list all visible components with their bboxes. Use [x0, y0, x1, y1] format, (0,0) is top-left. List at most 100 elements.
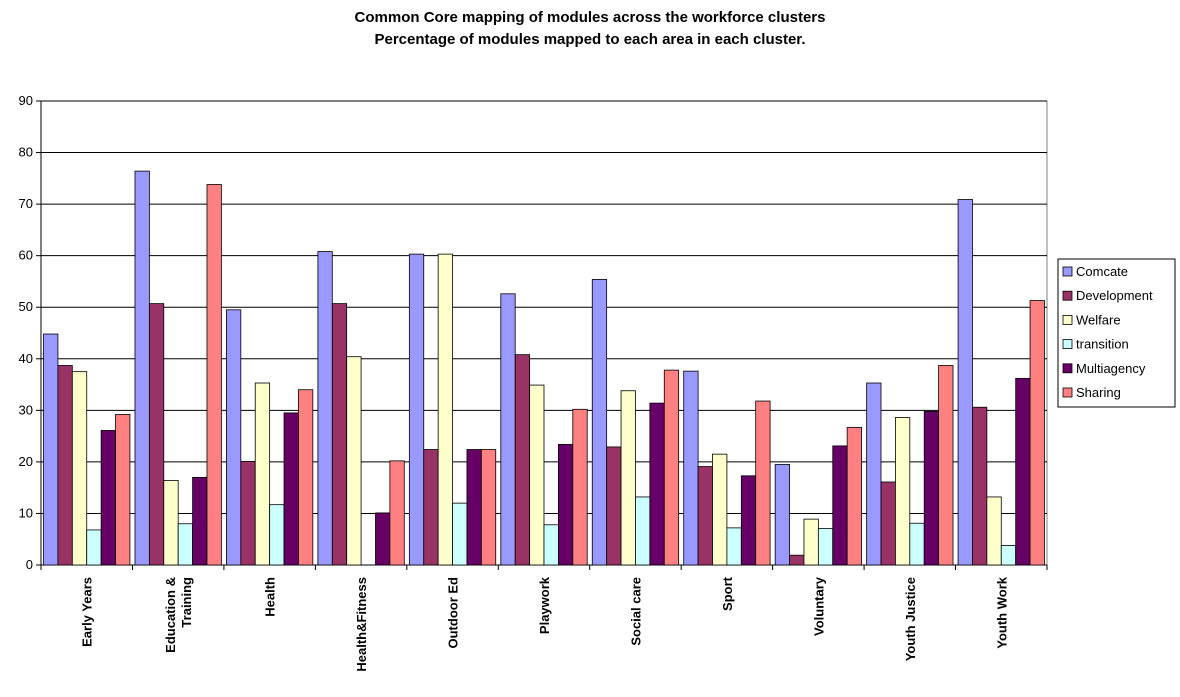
- bar-multiagency-5: [558, 443, 574, 566]
- bar-sharing-1: [206, 184, 222, 566]
- bar-sharing-3: [389, 460, 405, 566]
- bar-transition-5: [543, 524, 559, 566]
- bar-transition-6: [635, 496, 651, 566]
- legend-label: Sharing: [1076, 385, 1121, 400]
- bar-transition-2: [269, 504, 285, 566]
- x-tick-label: Early Years: [80, 577, 95, 647]
- bar-welfare-1: [163, 480, 179, 566]
- bar-multiagency-6: [649, 402, 665, 566]
- bar-comcate-3: [317, 251, 333, 566]
- x-tick-label-line: Sport: [720, 576, 735, 611]
- x-tick-label: Sport: [720, 576, 735, 611]
- bar-multiagency-9: [923, 410, 940, 566]
- bar-transition-1: [177, 523, 193, 566]
- x-tick-label: Playwork: [537, 576, 552, 634]
- bar-development-7: [697, 466, 713, 566]
- x-tick-label: Health&Fitness: [354, 577, 369, 672]
- chart-subtitle: Percentage of modules mapped to each are…: [374, 31, 806, 48]
- y-tick-label: 10: [19, 505, 33, 520]
- x-tick-label: Youth Work: [994, 576, 1009, 649]
- bar-comcate-4: [408, 253, 425, 566]
- x-tick-label: Social care: [628, 577, 643, 646]
- x-tick-label-line: Youth Justice: [903, 577, 918, 661]
- x-tick-label: Education &Training: [163, 577, 194, 653]
- y-tick-label: 80: [19, 145, 33, 160]
- bar-transition-7: [726, 527, 742, 566]
- legend-swatch-transition: [1062, 339, 1073, 350]
- x-tick-label-line: Health: [263, 577, 278, 617]
- legend-swatch-comcate: [1062, 266, 1073, 277]
- bar-development-0: [57, 365, 73, 566]
- x-tick-label: Voluntary: [811, 576, 826, 636]
- bar-sharing-9: [938, 365, 954, 566]
- y-tick-label: 0: [26, 557, 33, 572]
- bar-transition-9: [909, 522, 925, 566]
- legend-label: Multiagency: [1076, 361, 1146, 376]
- bar-sharing-5: [572, 408, 588, 566]
- x-tick-label: Outdoor Ed: [446, 577, 461, 649]
- bar-sharing-6: [663, 369, 680, 566]
- bar-multiagency-4: [466, 449, 482, 566]
- bar-welfare-5: [529, 384, 545, 566]
- x-tick-label-line: Outdoor Ed: [446, 577, 461, 649]
- x-tick-label-line: Playwork: [537, 576, 552, 634]
- bar-comcate-6: [591, 278, 608, 566]
- bar-transition-4: [452, 502, 468, 566]
- x-tick-label-line: Voluntary: [811, 576, 826, 636]
- bar-welfare-0: [71, 371, 88, 566]
- bar-comcate-2: [226, 309, 242, 566]
- bar-comcate-7: [683, 370, 699, 566]
- bar-sharing-4: [480, 449, 497, 566]
- bar-multiagency-7: [740, 475, 757, 566]
- bar-sharing-2: [298, 389, 314, 566]
- legend-label: Welfare: [1076, 312, 1121, 327]
- bar-comcate-9: [866, 382, 882, 566]
- legend-swatch-multiagency: [1062, 363, 1073, 374]
- legend-swatch-sharing: [1062, 387, 1073, 398]
- bar-development-4: [423, 449, 439, 566]
- bar-transition-8: [817, 527, 834, 566]
- bar-comcate-5: [500, 293, 516, 566]
- legend-label: Development: [1076, 288, 1153, 303]
- bar-development-1: [148, 303, 165, 566]
- chart-title: Common Core mapping of modules across th…: [354, 9, 826, 26]
- bar-multiagency-1: [192, 476, 208, 566]
- legend-swatch-development: [1062, 290, 1073, 301]
- legend-label: transition: [1076, 337, 1129, 352]
- bar-welfare-7: [712, 453, 728, 566]
- bar-development-3: [331, 303, 348, 566]
- legend-swatch-welfare: [1062, 314, 1073, 325]
- bar-development-5: [514, 354, 531, 566]
- legend: [1057, 258, 1176, 408]
- x-tick-label-line: Social care: [628, 577, 643, 646]
- bar-sharing-10: [1029, 300, 1045, 566]
- x-tick-label-line: Youth Work: [994, 576, 1009, 649]
- bar-development-8: [789, 554, 805, 566]
- y-tick-label: 30: [19, 402, 33, 417]
- bar-welfare-10: [986, 496, 1002, 566]
- bar-sharing-7: [755, 400, 771, 566]
- y-tick-label: 20: [19, 454, 33, 469]
- bar-welfare-4: [437, 253, 453, 566]
- bar-welfare-3: [346, 356, 362, 566]
- bar-development-6: [606, 446, 622, 566]
- y-tick-label: 70: [19, 196, 33, 211]
- bar-development-10: [972, 406, 988, 566]
- bar-development-9: [880, 481, 896, 566]
- x-tick-label: Youth Justice: [903, 577, 918, 661]
- bar-sharing-0: [115, 414, 131, 566]
- x-tick-label-line: Education &: [163, 577, 178, 653]
- bar-transition-0: [86, 529, 102, 566]
- bar-welfare-2: [254, 382, 271, 566]
- bar-comcate-8: [774, 464, 790, 566]
- bar-welfare-9: [895, 417, 911, 566]
- bar-multiagency-3: [375, 512, 391, 566]
- bar-multiagency-8: [832, 445, 848, 566]
- bar-multiagency-2: [283, 412, 299, 566]
- y-tick-label: 60: [19, 248, 33, 263]
- y-tick-label: 50: [19, 299, 33, 314]
- bar-development-2: [240, 460, 256, 566]
- x-tick-label-line: Training: [179, 577, 194, 628]
- x-tick-label-line: Early Years: [80, 577, 95, 647]
